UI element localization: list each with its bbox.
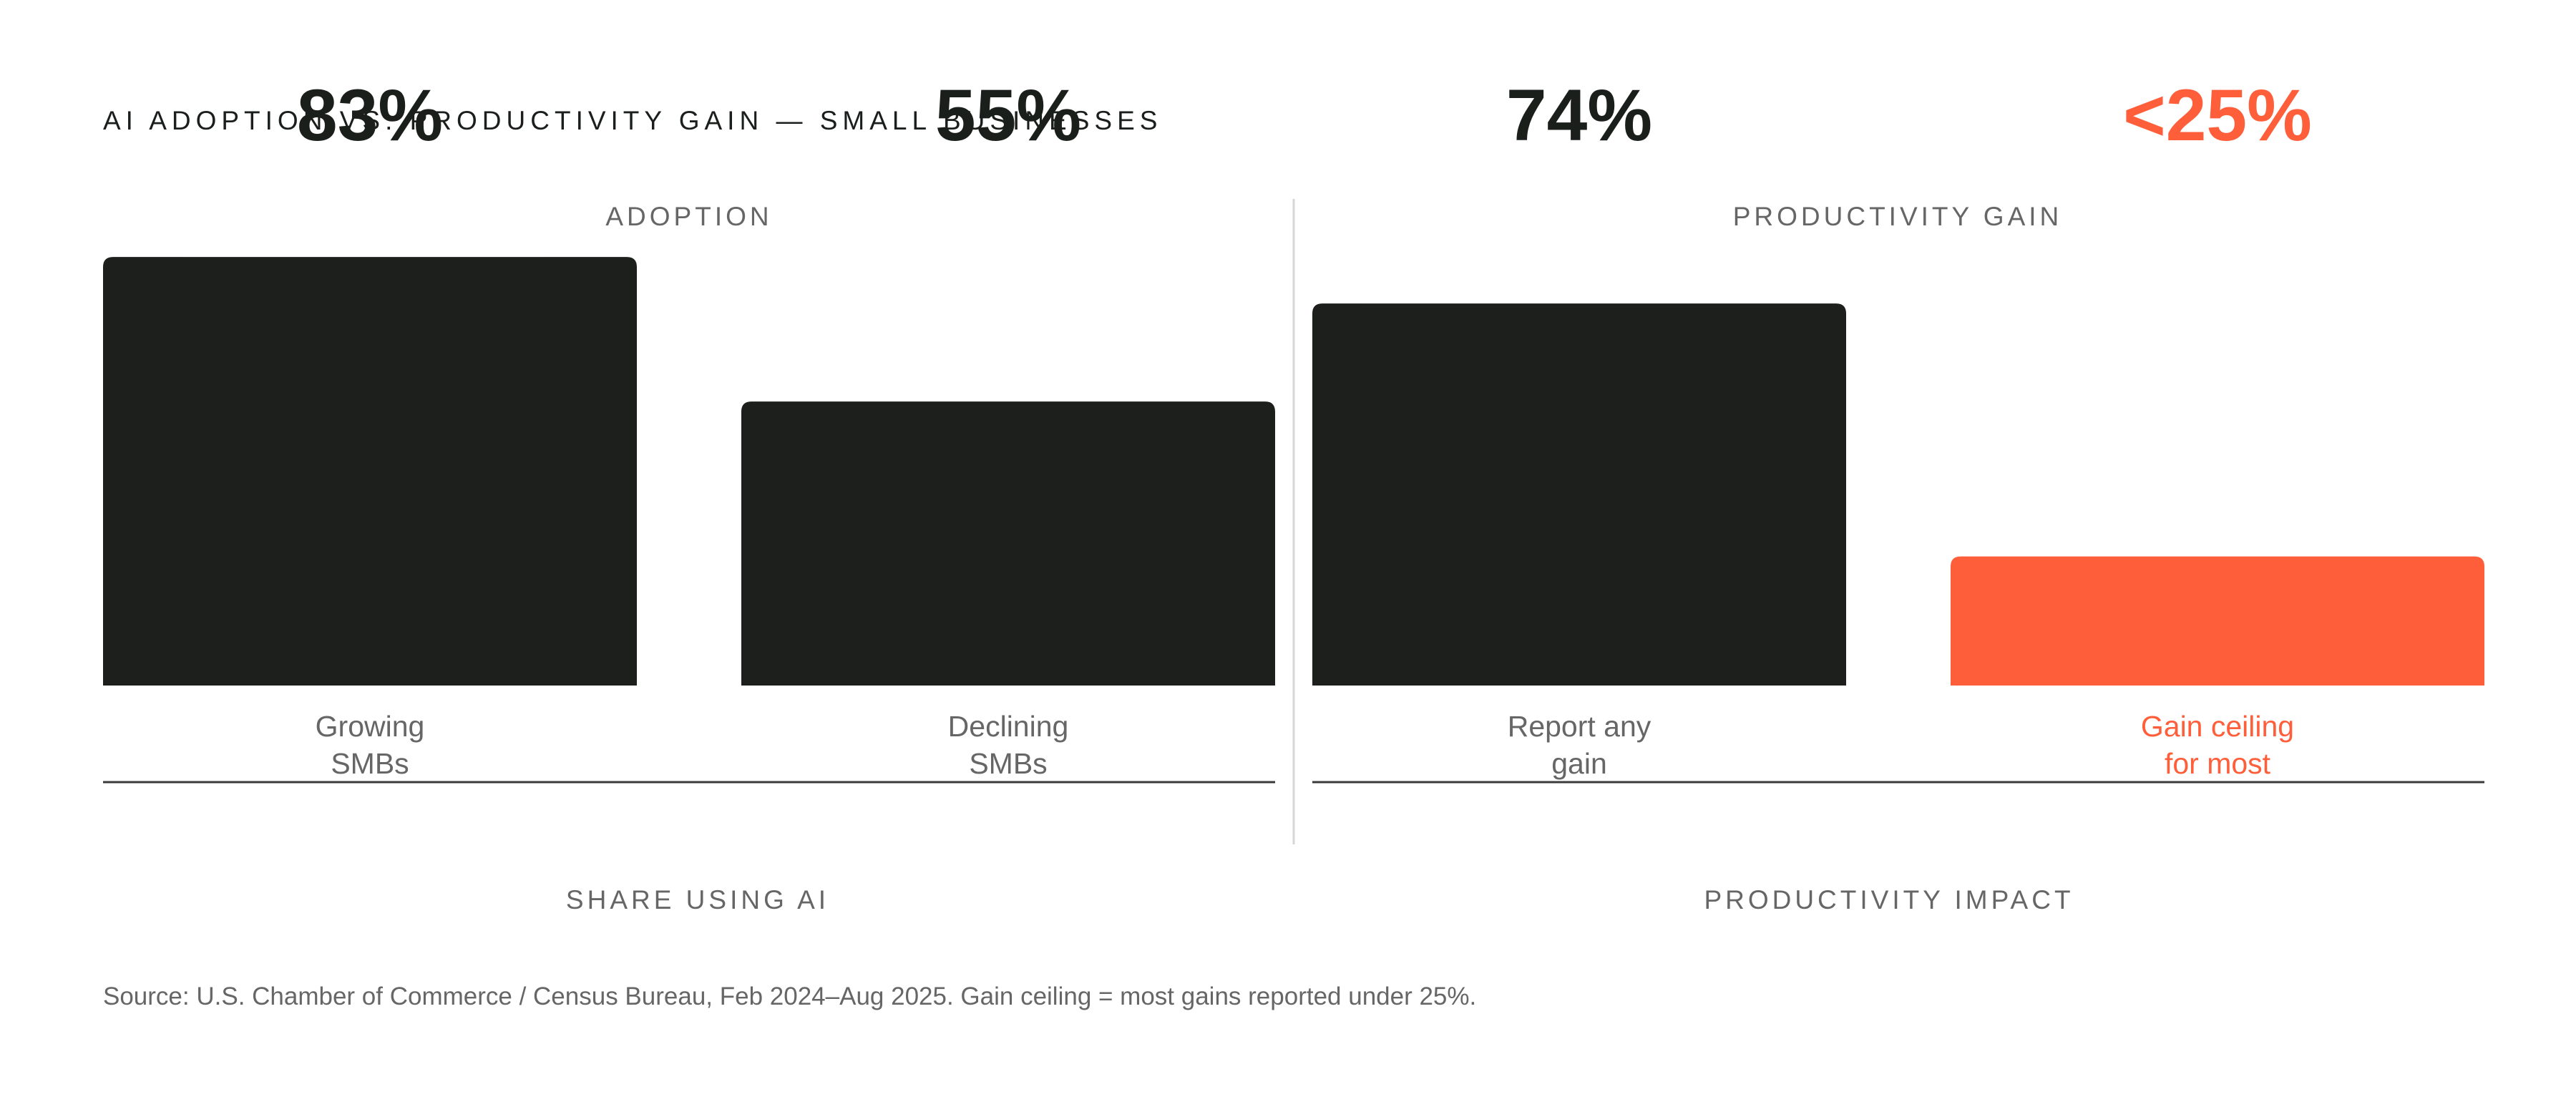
- value-label: 55%: [935, 74, 1081, 156]
- source-note: Source: U.S. Chamber of Commerce / Censu…: [103, 982, 1476, 1010]
- bar: [741, 401, 1275, 686]
- category-label: Declining: [948, 710, 1069, 743]
- panel-heading: PRODUCTIVITY GAIN: [1733, 202, 2063, 231]
- panel-heading: ADOPTION: [605, 202, 772, 231]
- category-label: SMBs: [331, 747, 409, 780]
- x-axis-label: PRODUCTIVITY IMPACT: [1704, 885, 2074, 915]
- chart-title: AI ADOPTION VS. PRODUCTIVITY GAIN — SMAL…: [103, 106, 1162, 135]
- bar: [103, 257, 637, 686]
- category-label: Report any: [1508, 710, 1652, 743]
- panel-2: PRODUCTIVITY GAIN PRODUCTIVITY IMPACT 74% R…: [1312, 74, 2484, 915]
- category-label: gain: [1551, 747, 1607, 780]
- value-label: 74%: [1506, 74, 1652, 156]
- category-label: Growing: [316, 710, 425, 743]
- category-label: for most: [2165, 747, 2271, 780]
- value-label: <25%: [2123, 74, 2312, 156]
- panels-layer: ADOPTION SHARE USING AI 83% Growing SMBs 55% D…: [103, 74, 2484, 915]
- category-label: Gain ceiling: [2141, 710, 2294, 743]
- x-axis-label: SHARE USING AI: [566, 885, 829, 915]
- bar: [1951, 556, 2484, 686]
- category-label: SMBs: [969, 747, 1047, 780]
- value-label: 83%: [297, 74, 443, 156]
- panel-1: ADOPTION SHARE USING AI 83% Growing SMBs 55% D…: [103, 74, 1275, 915]
- bar: [1312, 303, 1846, 686]
